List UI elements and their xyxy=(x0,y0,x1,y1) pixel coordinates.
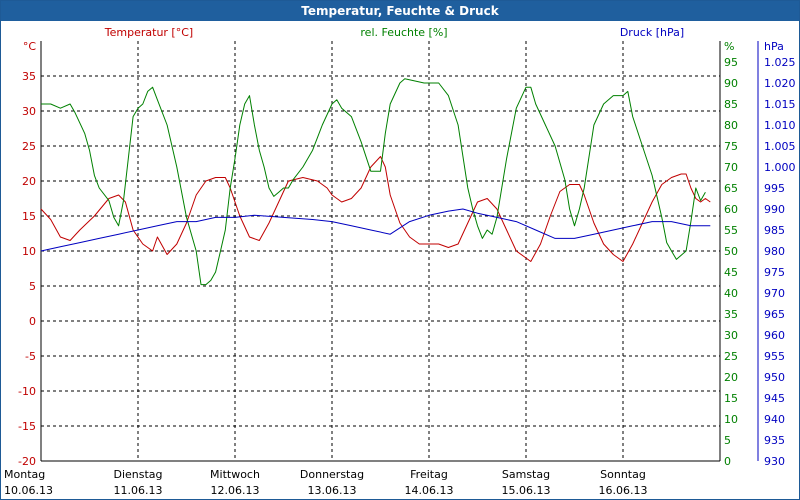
temp-tick-label: 35 xyxy=(22,70,36,83)
humidity-tick-label: 70 xyxy=(724,161,738,174)
date-label: 11.06.13 xyxy=(114,484,163,497)
pressure-tick-label: 960 xyxy=(764,329,785,342)
pressure-tick-label: 1.025 xyxy=(764,56,796,69)
pressure-tick-label: 985 xyxy=(764,224,785,237)
humidity-tick-label: 5 xyxy=(724,434,731,447)
pressure-tick-label: 970 xyxy=(764,287,785,300)
humidity-tick-label: 35 xyxy=(724,308,738,321)
pressure-tick-label: 935 xyxy=(764,434,785,447)
humidity-unit-label: % xyxy=(724,40,734,53)
day-label: Donnerstag xyxy=(300,468,364,481)
series-lines xyxy=(40,78,711,286)
pressure-tick-label: 950 xyxy=(764,371,785,384)
temp-unit-label: °C xyxy=(23,40,37,53)
day-label: Samstag xyxy=(502,468,550,481)
pressure-tick-label: 1.005 xyxy=(764,140,796,153)
pressure-tick-label: 975 xyxy=(764,266,785,279)
humidity-tick-label: 40 xyxy=(724,287,738,300)
series-line-temp xyxy=(40,156,711,262)
humidity-tick-label: 0 xyxy=(724,455,731,468)
series-line-hum xyxy=(41,78,706,286)
humidity-tick-label: 60 xyxy=(724,203,738,216)
pressure-tick-label: 1.015 xyxy=(764,98,796,111)
pressure-tick-label: 965 xyxy=(764,308,785,321)
temp-tick-label: 15 xyxy=(22,210,36,223)
humidity-tick-label: 85 xyxy=(724,98,738,111)
pressure-tick-label: 990 xyxy=(764,203,785,216)
temp-tick-label: -10 xyxy=(18,385,36,398)
day-label: Sonntag xyxy=(600,468,646,481)
humidity-tick-label: 55 xyxy=(724,224,738,237)
legend-pressure: Druck [hPa] xyxy=(620,26,684,39)
date-label: 15.06.13 xyxy=(502,484,551,497)
date-label: 13.06.13 xyxy=(308,484,357,497)
series-line-press xyxy=(40,208,711,252)
humidity-tick-label: 45 xyxy=(724,266,738,279)
day-label: Freitag xyxy=(410,468,448,481)
pressure-tick-label: 955 xyxy=(764,350,785,363)
date-label: 12.06.13 xyxy=(211,484,260,497)
pressure-unit-label: hPa xyxy=(764,40,784,53)
day-label: Dienstag xyxy=(113,468,162,481)
pressure-tick-label: 980 xyxy=(764,245,785,258)
date-label: 10.06.13 xyxy=(4,484,53,497)
temp-tick-label: 0 xyxy=(29,315,36,328)
temp-tick-label: 30 xyxy=(22,105,36,118)
pressure-tick-label: 930 xyxy=(764,455,785,468)
humidity-tick-label: 30 xyxy=(724,329,738,342)
pressure-tick-label: 1.000 xyxy=(764,161,796,174)
day-label: Montag xyxy=(4,468,45,481)
grid-lines xyxy=(40,41,721,462)
temp-tick-label: -15 xyxy=(18,420,36,433)
humidity-tick-label: 75 xyxy=(724,140,738,153)
humidity-tick-label: 50 xyxy=(724,245,738,258)
humidity-tick-label: 65 xyxy=(724,182,738,195)
legend-humidity: rel. Feuchte [%] xyxy=(360,26,447,39)
pressure-tick-label: 1.010 xyxy=(764,119,796,132)
pressure-tick-label: 940 xyxy=(764,413,785,426)
humidity-tick-label: 90 xyxy=(724,77,738,90)
axis-labels: 35302520151050-5-10-15-20°C9590858075706… xyxy=(4,26,796,497)
pressure-tick-label: 995 xyxy=(764,182,785,195)
pressure-tick-label: 945 xyxy=(764,392,785,405)
humidity-tick-label: 20 xyxy=(724,371,738,384)
date-label: 14.06.13 xyxy=(405,484,454,497)
humidity-tick-label: 10 xyxy=(724,413,738,426)
chart-title: Temperatur, Feuchte & Druck xyxy=(1,1,799,21)
temp-tick-label: 25 xyxy=(22,140,36,153)
day-label: Mittwoch xyxy=(210,468,260,481)
temp-tick-label: 10 xyxy=(22,245,36,258)
temp-tick-label: 5 xyxy=(29,280,36,293)
pressure-tick-label: 1.020 xyxy=(764,77,796,90)
humidity-tick-label: 95 xyxy=(724,56,738,69)
temp-tick-label: -5 xyxy=(25,350,36,363)
humidity-tick-label: 15 xyxy=(724,392,738,405)
humidity-tick-label: 80 xyxy=(724,119,738,132)
date-label: 16.06.13 xyxy=(599,484,648,497)
humidity-tick-label: 25 xyxy=(724,350,738,363)
temp-tick-label: 20 xyxy=(22,175,36,188)
temp-tick-label: -20 xyxy=(18,455,36,468)
legend-temperature: Temperatur [°C] xyxy=(104,26,193,39)
